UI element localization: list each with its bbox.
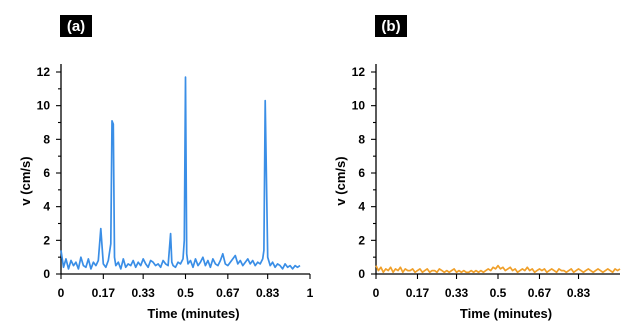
- x-tick-label: 0.67: [216, 286, 240, 300]
- x-tick-label: 1: [307, 286, 314, 300]
- x-tick-label: 0.67: [528, 286, 552, 300]
- y-tick-label: 10: [37, 99, 51, 113]
- y-tick-label: 6: [358, 166, 365, 180]
- y-tick-label: 6: [43, 166, 50, 180]
- panel-label: (b): [381, 18, 400, 35]
- x-tick-label: 0.17: [406, 286, 430, 300]
- x-tick-label: 0.33: [131, 286, 155, 300]
- y-tick-label: 2: [358, 233, 365, 247]
- chart-panel-a: (a) 0 2 4 6 8 10 12 0 0.17 0.33 0.5 0.67 0.83 1 Time (m…: [18, 15, 314, 321]
- y-tick-label: 4: [358, 200, 365, 214]
- x-tick-label: 0: [373, 286, 380, 300]
- panel-label-background: [375, 15, 407, 37]
- x-tick-label: 0.83: [256, 286, 280, 300]
- x-axis-title: Time (minutes): [460, 306, 552, 321]
- y-tick-label: 8: [358, 132, 365, 146]
- x-tick-label: 0.83: [567, 286, 591, 300]
- x-tick-label: 0.17: [92, 286, 116, 300]
- y-tick-label: 2: [43, 233, 50, 247]
- y-axis-title: v (cm/s): [18, 156, 33, 205]
- series-line-1: [375, 264, 621, 274]
- y-tick-label: 12: [37, 65, 51, 79]
- y-tick-label: 10: [352, 99, 366, 113]
- x-tick-label: 0.33: [445, 286, 469, 300]
- panel-label: (a): [67, 18, 85, 35]
- x-tick-label: 0.5: [490, 286, 507, 300]
- y-tick-label: 8: [43, 132, 50, 146]
- y-tick-label: 0: [43, 267, 50, 281]
- y-tick-label: 12: [352, 65, 366, 79]
- y-axis-title: v (cm/s): [333, 156, 348, 205]
- x-axis-title: Time (minutes): [147, 306, 239, 321]
- panel-label-background: [60, 15, 92, 37]
- chart-panel-b: (b) 0 2 4 6 8 10 12 0 0.17 0.33 0.5 0.67 0.83 Time (mi…: [333, 15, 621, 321]
- y-tick-label: 4: [43, 200, 50, 214]
- x-tick-label: 0: [58, 286, 65, 300]
- series-line-1: [60, 76, 301, 270]
- x-tick-label: 0.5: [177, 286, 194, 300]
- y-tick-label: 0: [358, 267, 365, 281]
